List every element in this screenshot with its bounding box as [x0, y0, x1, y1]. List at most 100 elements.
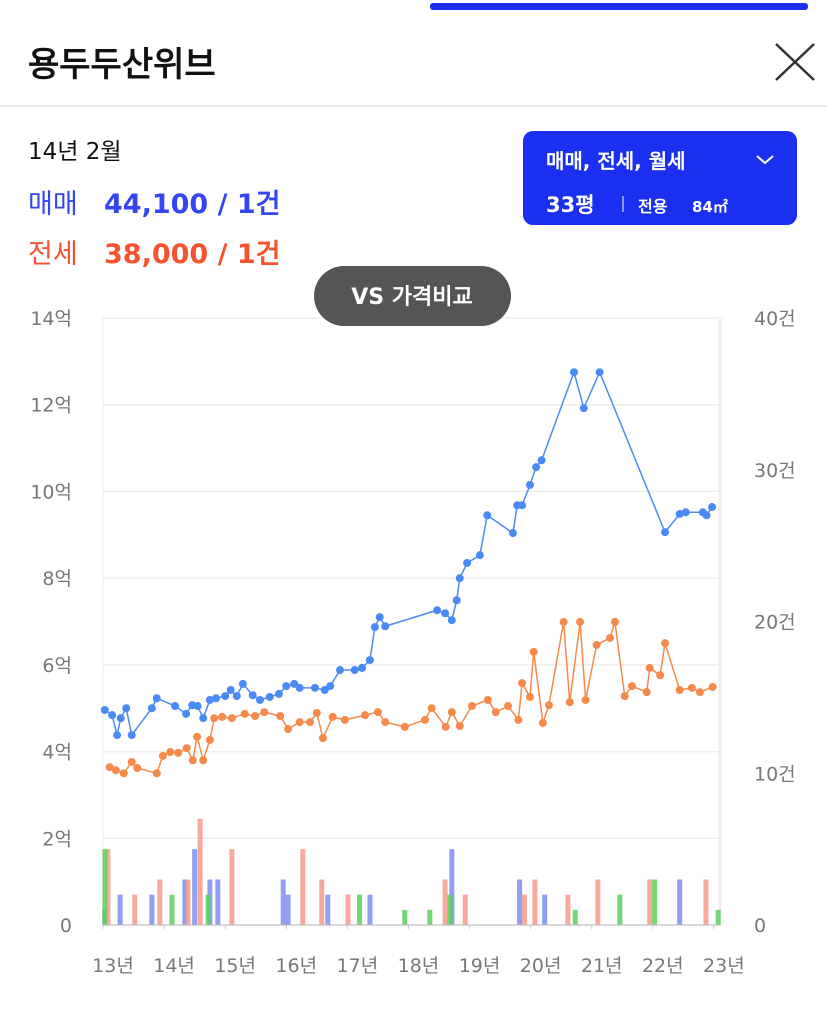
price-point	[212, 694, 221, 703]
y-tick-label: 10억	[30, 481, 72, 503]
volume-bar	[325, 894, 331, 925]
price-point	[158, 751, 167, 760]
price-point	[441, 609, 450, 618]
volume-bar	[517, 879, 523, 925]
price-point	[133, 764, 142, 773]
price-point	[381, 718, 390, 727]
volume-bar	[280, 879, 286, 925]
price-point	[452, 596, 461, 605]
price-point	[695, 688, 704, 697]
price-point	[370, 623, 379, 632]
x-tick-label: 22년	[642, 955, 684, 977]
price-point	[318, 734, 327, 743]
price-point	[127, 731, 136, 740]
price-point	[441, 722, 450, 731]
price-point	[174, 748, 183, 757]
size: 33평	[546, 193, 595, 217]
price-point	[433, 606, 442, 615]
price-point	[675, 509, 684, 518]
price-point	[326, 682, 335, 691]
sale-value: 44,100 / 1건	[104, 189, 280, 220]
volume-bar	[617, 894, 623, 925]
price-point	[532, 463, 541, 472]
volume-bar	[182, 879, 188, 925]
price-point	[276, 712, 285, 721]
volume-bar	[105, 849, 111, 925]
x-tick-label: 13년	[92, 955, 134, 977]
volume-bar	[157, 879, 163, 925]
price-point	[188, 756, 197, 765]
price-point	[518, 501, 527, 510]
volume-bar	[595, 879, 601, 925]
price-point	[504, 702, 513, 711]
volume-bar	[402, 909, 408, 925]
price-point	[182, 709, 191, 718]
volume-bar	[442, 879, 448, 925]
price-point	[205, 695, 214, 704]
price-point	[282, 682, 291, 691]
price-point	[365, 656, 374, 665]
price-point	[182, 744, 191, 753]
price-point	[610, 617, 619, 626]
price-point	[108, 711, 117, 720]
price-point	[116, 714, 125, 723]
price-point	[336, 666, 345, 675]
price-point	[463, 558, 472, 567]
jeonse-value: 38,000 / 1건	[104, 239, 280, 270]
price-point	[226, 686, 235, 695]
area-label: 전용	[638, 197, 668, 216]
price-point	[205, 735, 214, 744]
price-point	[661, 528, 670, 537]
price-point	[310, 683, 319, 692]
volume-bar	[542, 894, 548, 925]
price-point	[656, 671, 665, 680]
price-point	[606, 633, 615, 642]
filter-button[interactable]: 매매, 전세, 월세 33평 전용 84㎡	[523, 131, 797, 225]
price-point	[251, 712, 260, 721]
volume-bar	[215, 879, 221, 925]
price-point	[381, 622, 390, 631]
price-point	[100, 705, 109, 714]
price-point	[483, 695, 492, 704]
price-point	[681, 508, 690, 517]
price-point	[447, 708, 456, 717]
x-tick-label: 23년	[703, 955, 745, 977]
y-tick-label: 0	[60, 915, 72, 937]
compare-button[interactable]: VS 가격비교	[314, 266, 511, 326]
price-point	[518, 679, 527, 688]
price-point	[306, 718, 315, 727]
volume-bar	[300, 849, 306, 925]
volume-bar	[572, 909, 578, 925]
price-point	[526, 692, 535, 701]
jeonse-label: 전세	[28, 239, 78, 270]
price-point	[166, 748, 175, 757]
price-point	[199, 756, 208, 765]
volume-bar	[447, 894, 453, 925]
price-point	[467, 702, 476, 711]
volume-bar	[117, 894, 123, 925]
price-point	[427, 704, 436, 713]
volume-bar	[652, 879, 658, 925]
y-tick-label: 14억	[30, 308, 72, 330]
close-button[interactable]	[775, 43, 815, 81]
price-point	[645, 663, 654, 672]
price-point	[708, 503, 717, 512]
filter-text: 매매, 전세, 월세	[546, 149, 686, 173]
price-point	[529, 647, 538, 656]
price-point	[400, 722, 409, 731]
y-tick-label: 8억	[42, 568, 72, 590]
price-point	[569, 368, 578, 377]
price-point	[260, 708, 269, 717]
price-point	[687, 683, 696, 692]
price-point	[595, 368, 604, 377]
price-point	[312, 708, 321, 717]
volume-bar	[132, 894, 138, 925]
volume-bar	[703, 879, 709, 925]
price-point	[375, 613, 384, 622]
price-point	[361, 711, 370, 720]
price-point	[350, 666, 359, 675]
plot: 0 2억 4억 6억 8억 10억 12억 14억 0 10건 20건 30건 40건 13년 14년 15년…	[30, 308, 795, 977]
y2-tick-label: 40건	[754, 308, 796, 330]
